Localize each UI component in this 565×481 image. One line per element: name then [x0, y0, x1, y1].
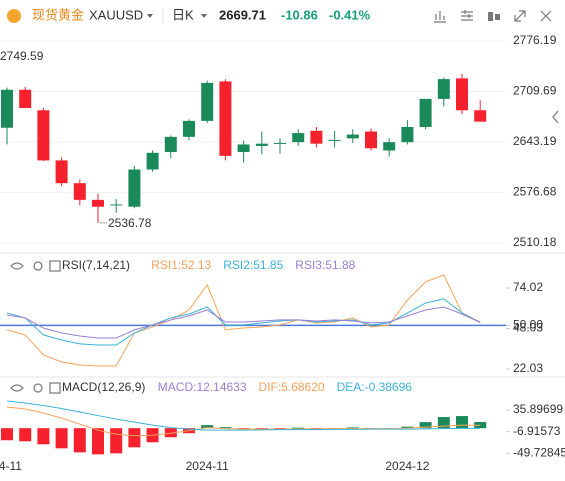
candle-body: [346, 134, 359, 139]
candle-body: [437, 79, 450, 99]
eye-icon[interactable]: [10, 384, 24, 392]
macd-bar: [1, 428, 13, 441]
candle-body: [383, 142, 396, 151]
symbol-name: 现货黄金: [32, 7, 84, 22]
period[interactable]: 日K: [172, 7, 194, 22]
macd-bar: [437, 417, 450, 429]
annotation: 2749.59: [0, 49, 44, 63]
candle-body: [255, 143, 268, 146]
candle-icon[interactable]: [488, 12, 500, 21]
macd-bar: [346, 427, 359, 429]
legend-entry: RSI2:51.85: [223, 258, 283, 272]
macd-bar: [292, 427, 305, 429]
candle-body: [73, 183, 86, 200]
macd-bar: [255, 428, 268, 430]
macd-bar: [55, 428, 68, 449]
legend-entry: MACD:12.14633: [158, 380, 247, 394]
macd-bar: [37, 428, 50, 445]
macd-bar: [73, 428, 86, 453]
y-tick-label: 48.03: [513, 321, 543, 335]
caret[interactable]: [147, 14, 153, 18]
macd-bar: [456, 416, 468, 429]
macd-bar: [219, 427, 232, 429]
macd-bar: [201, 425, 214, 429]
indicator-label: RSI(7,14,21): [62, 258, 130, 272]
candle-body: [146, 152, 159, 170]
y-tick-label: 2510.18: [513, 235, 557, 249]
x-tick-label: 2024-11: [186, 459, 229, 473]
candle-body: [274, 142, 286, 144]
checkbox-icon[interactable]: [49, 382, 61, 394]
change: -10.86: [281, 7, 318, 22]
symbol[interactable]: XAUUSD: [89, 7, 143, 22]
gold-icon: [7, 9, 21, 23]
low-label: 2536.78: [108, 216, 152, 230]
candle-body: [219, 81, 232, 156]
close-icon[interactable]: [540, 10, 552, 22]
checkbox-icon[interactable]: [49, 260, 61, 272]
candle-body: [19, 89, 32, 108]
macd-line: [6, 406, 481, 437]
candle-body: [292, 133, 305, 143]
collapse-arrow[interactable]: [552, 110, 559, 124]
macd-bar: [274, 428, 286, 430]
rsi-line: [6, 274, 481, 367]
candle-body: [365, 131, 377, 149]
y-tick-label: 2776.19: [513, 33, 557, 47]
candle-body: [401, 126, 414, 143]
x-tick-label: 24-11: [0, 459, 22, 473]
settings-icon[interactable]: [461, 10, 473, 21]
gear-icon[interactable]: [33, 261, 43, 271]
candle-body: [201, 82, 214, 121]
candle-body: [92, 199, 104, 207]
y-tick-label: 35.89699: [513, 402, 563, 416]
y-tick-label: 2709.69: [513, 84, 557, 98]
candle-body: [55, 160, 68, 184]
expand-icon[interactable]: [514, 10, 526, 22]
legend-entry: DEA:-0.38696: [337, 380, 413, 394]
candle-body: [128, 169, 141, 207]
macd-bar: [110, 428, 123, 454]
candle-body: [37, 110, 50, 161]
candle-body: [110, 204, 123, 206]
change-pct: -0.41%: [329, 7, 371, 22]
toolbar: [434, 10, 552, 23]
macd-bar: [128, 428, 141, 448]
macd-bar: [419, 422, 432, 429]
macd-bar: [401, 426, 414, 429]
y-tick-label: -6.91573: [513, 424, 561, 438]
rsi-line: [6, 306, 481, 339]
eye-icon[interactable]: [10, 262, 24, 270]
candle-body: [237, 144, 250, 153]
gear-icon[interactable]: [33, 383, 43, 393]
candle-body: [183, 120, 195, 137]
candle-body: [456, 78, 468, 111]
indicator-label: MACD(12,26,9): [62, 380, 145, 394]
y-tick-label: -49.72845: [513, 445, 565, 459]
y-tick-label: 2576.68: [513, 185, 557, 199]
indicator-icon[interactable]: [434, 11, 446, 23]
macd-line: [6, 400, 481, 431]
macd-bar: [237, 428, 250, 430]
y-tick-label: 2643.19: [513, 134, 557, 148]
legend-entry: DIF:5.68620: [259, 380, 325, 394]
candle-body: [419, 98, 432, 127]
candle-body: [328, 139, 341, 141]
candle-body: [1, 89, 13, 128]
y-tick-label: 22.03: [513, 361, 543, 375]
candle-body: [164, 136, 177, 153]
caret[interactable]: [201, 14, 207, 18]
legend-entry: RSI3:51.88: [295, 258, 355, 272]
price: 2669.71: [219, 7, 266, 22]
x-tick-label: 2024-12: [385, 459, 429, 473]
candle-body: [474, 110, 487, 122]
macd-bar: [19, 428, 32, 442]
candle-body: [310, 130, 323, 144]
y-tick-label: 50.00: [513, 318, 543, 332]
y-tick-label: 74.02: [513, 280, 543, 294]
legend-entry: RSI1:52.13: [151, 258, 211, 272]
rsi-line: [6, 298, 481, 346]
macd-bar: [92, 428, 104, 455]
